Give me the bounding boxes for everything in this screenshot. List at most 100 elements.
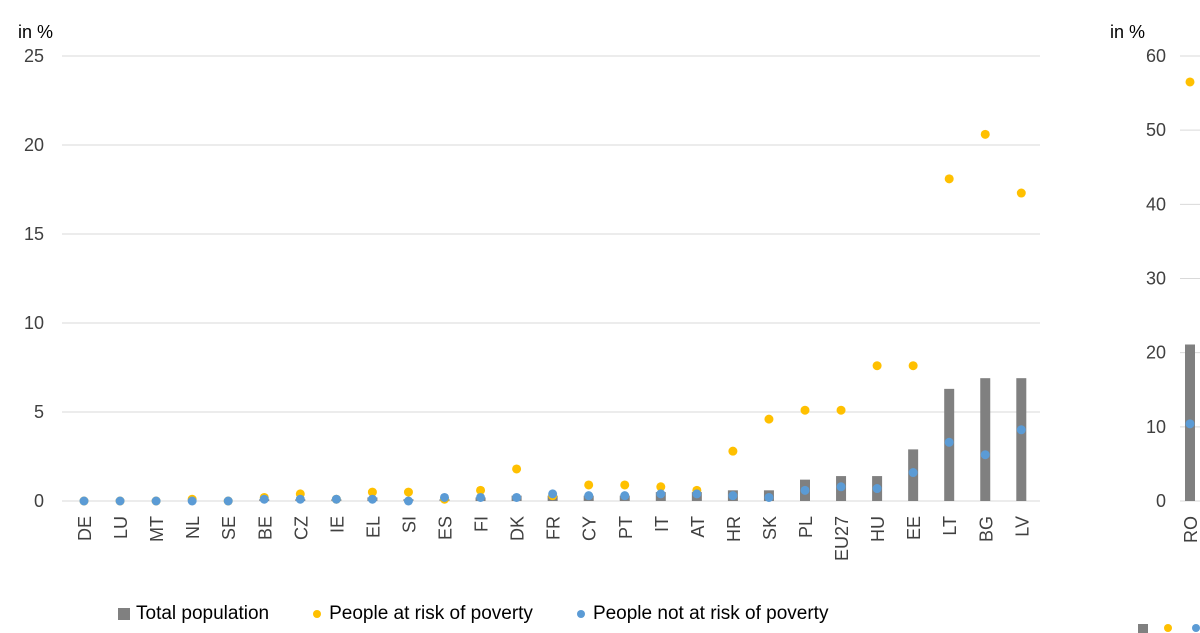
left-xtick-label-eu27: EU27 (832, 516, 852, 561)
left-ytick-label-10: 10 (24, 313, 44, 333)
right-ytick-label-60: 60 (1146, 46, 1166, 66)
left-point-not-at-risk-sk (764, 492, 774, 502)
left-chart: 0 5 10 15 20 25 in % DE LU MT NL SE BE CZ IE EL SI ES FI DK… (18, 22, 1040, 561)
left-xtick-label-ie: IE (327, 516, 347, 533)
left-point-at-risk-bg (980, 129, 990, 139)
right-ytick-label-20: 20 (1146, 343, 1166, 363)
left-point-not-at-risk-dk (512, 492, 522, 502)
left-point-at-risk-pl (800, 405, 810, 415)
legend-item-total: Total population (118, 603, 269, 625)
left-point-at-risk-el (367, 487, 377, 497)
left-ytick-label-20: 20 (24, 135, 44, 155)
right-point-at-risk-ro (1185, 77, 1195, 87)
left-point-not-at-risk-hu (872, 484, 882, 494)
legend-not-at-risk-swatch (576, 610, 585, 618)
left-xtick-label-si: SI (399, 516, 419, 533)
left-bar-lv (1016, 378, 1027, 501)
cropped-legend-bar-swatch (1138, 624, 1148, 633)
left-point-at-risk-sk (764, 414, 774, 424)
left-point-not-at-risk-si (403, 496, 413, 506)
left-xtick-label-lt: LT (940, 516, 960, 536)
left-point-at-risk-pt (620, 480, 630, 490)
left-point-at-risk-lt (944, 174, 954, 184)
left-xtick-label-pl: PL (796, 516, 816, 538)
left-point-not-at-risk-cy (584, 491, 594, 501)
legend-item-not-at-risk: People not at risk of poverty (576, 603, 829, 625)
cropped-legend-fragment (1132, 624, 1200, 633)
left-ytick-label-5: 5 (34, 402, 44, 422)
right-point-not-at-risk-ro (1185, 419, 1195, 429)
left-point-not-at-risk-mt (151, 496, 161, 506)
legend-total-swatch (118, 608, 130, 620)
left-xtick-label-lu: LU (111, 516, 131, 539)
right-ytick-label-10: 10 (1146, 417, 1166, 437)
left-point-not-at-risk-lt (944, 437, 954, 447)
left-point-not-at-risk-it (656, 489, 666, 499)
left-point-not-at-risk-bg (980, 450, 990, 460)
left-xtick-label-be: BE (255, 516, 275, 540)
left-point-not-at-risk-fi (476, 492, 486, 502)
legend: Total population People at risk of pover… (118, 603, 872, 625)
left-point-not-at-risk-ee (908, 468, 918, 478)
left-point-not-at-risk-nl (187, 496, 197, 506)
left-xtick-label-bg: BG (976, 516, 996, 542)
left-ytick-label-0: 0 (34, 491, 44, 511)
left-point-not-at-risk-hr (728, 491, 738, 501)
left-xtick-label-fr: FR (544, 516, 564, 540)
left-point-not-at-risk-at (692, 489, 702, 499)
left-xtick-label-es: ES (436, 516, 456, 540)
left-ytick-label-25: 25 (24, 46, 44, 66)
left-point-at-risk-eu27 (836, 405, 846, 415)
left-point-not-at-risk-es (440, 492, 449, 502)
left-point-not-at-risk-ie (331, 494, 341, 504)
left-point-not-at-risk-se (223, 496, 233, 506)
legend-not-at-risk-label: People not at risk of poverty (592, 603, 829, 624)
left-xtick-label-mt: MT (147, 516, 167, 542)
left-point-at-risk-ee (908, 361, 918, 371)
left-xtick-label-pt: PT (616, 516, 636, 539)
left-point-at-risk-lv (1016, 188, 1026, 198)
left-point-not-at-risk-pl (800, 485, 810, 495)
right-ytick-label-40: 40 (1146, 194, 1166, 214)
legend-at-risk-label: People at risk of poverty (329, 603, 533, 624)
right-unit-label: in % (1110, 22, 1145, 42)
left-point-at-risk-hu (872, 361, 882, 371)
left-point-not-at-risk-lv (1016, 425, 1026, 435)
left-point-not-at-risk-cz (295, 494, 305, 504)
legend-total-label: Total population (136, 603, 270, 624)
left-xtick-label-ee: EE (904, 516, 924, 540)
legend-item-at-risk: People at risk of poverty (313, 603, 533, 625)
left-point-at-risk-it (656, 482, 666, 492)
left-xtick-label-cz: CZ (291, 516, 311, 540)
left-xtick-label-fi: FI (472, 516, 492, 532)
left-xtick-label-it: IT (652, 516, 672, 532)
left-point-not-at-risk-de (79, 496, 89, 506)
legend-at-risk-swatch (313, 610, 322, 618)
cropped-legend-not-at-risk-swatch (1192, 624, 1200, 632)
left-xtick-label-lv: LV (1012, 516, 1032, 537)
left-point-at-risk-hr (728, 446, 738, 456)
left-point-at-risk-dk (512, 464, 522, 474)
right-ytick-label-50: 50 (1146, 120, 1166, 140)
right-ytick-label-30: 30 (1146, 269, 1166, 289)
left-ytick-label-15: 15 (24, 224, 44, 244)
left-xtick-label-el: EL (363, 516, 383, 538)
left-xtick-label-cy: CY (580, 516, 600, 541)
left-bar-bg (980, 378, 991, 501)
right-xtick-label-ro: RO (1181, 516, 1200, 543)
left-point-not-at-risk-lu (115, 496, 125, 506)
left-xtick-label-se: SE (219, 516, 239, 540)
left-xtick-label-de: DE (75, 516, 95, 541)
left-point-at-risk-cy (584, 480, 594, 490)
left-point-at-risk-fi (476, 485, 486, 495)
left-xtick-label-sk: SK (760, 516, 780, 540)
left-xtick-label-nl: NL (183, 516, 203, 539)
left-point-not-at-risk-fr (548, 489, 558, 499)
cropped-legend-at-risk-swatch (1164, 624, 1172, 632)
left-xtick-label-at: AT (688, 516, 708, 538)
left-xtick-label-dk: DK (508, 516, 528, 541)
left-point-not-at-risk-eu27 (836, 482, 846, 492)
right-ytick-label-0: 0 (1156, 491, 1166, 511)
left-xtick-label-hu: HU (868, 516, 888, 542)
